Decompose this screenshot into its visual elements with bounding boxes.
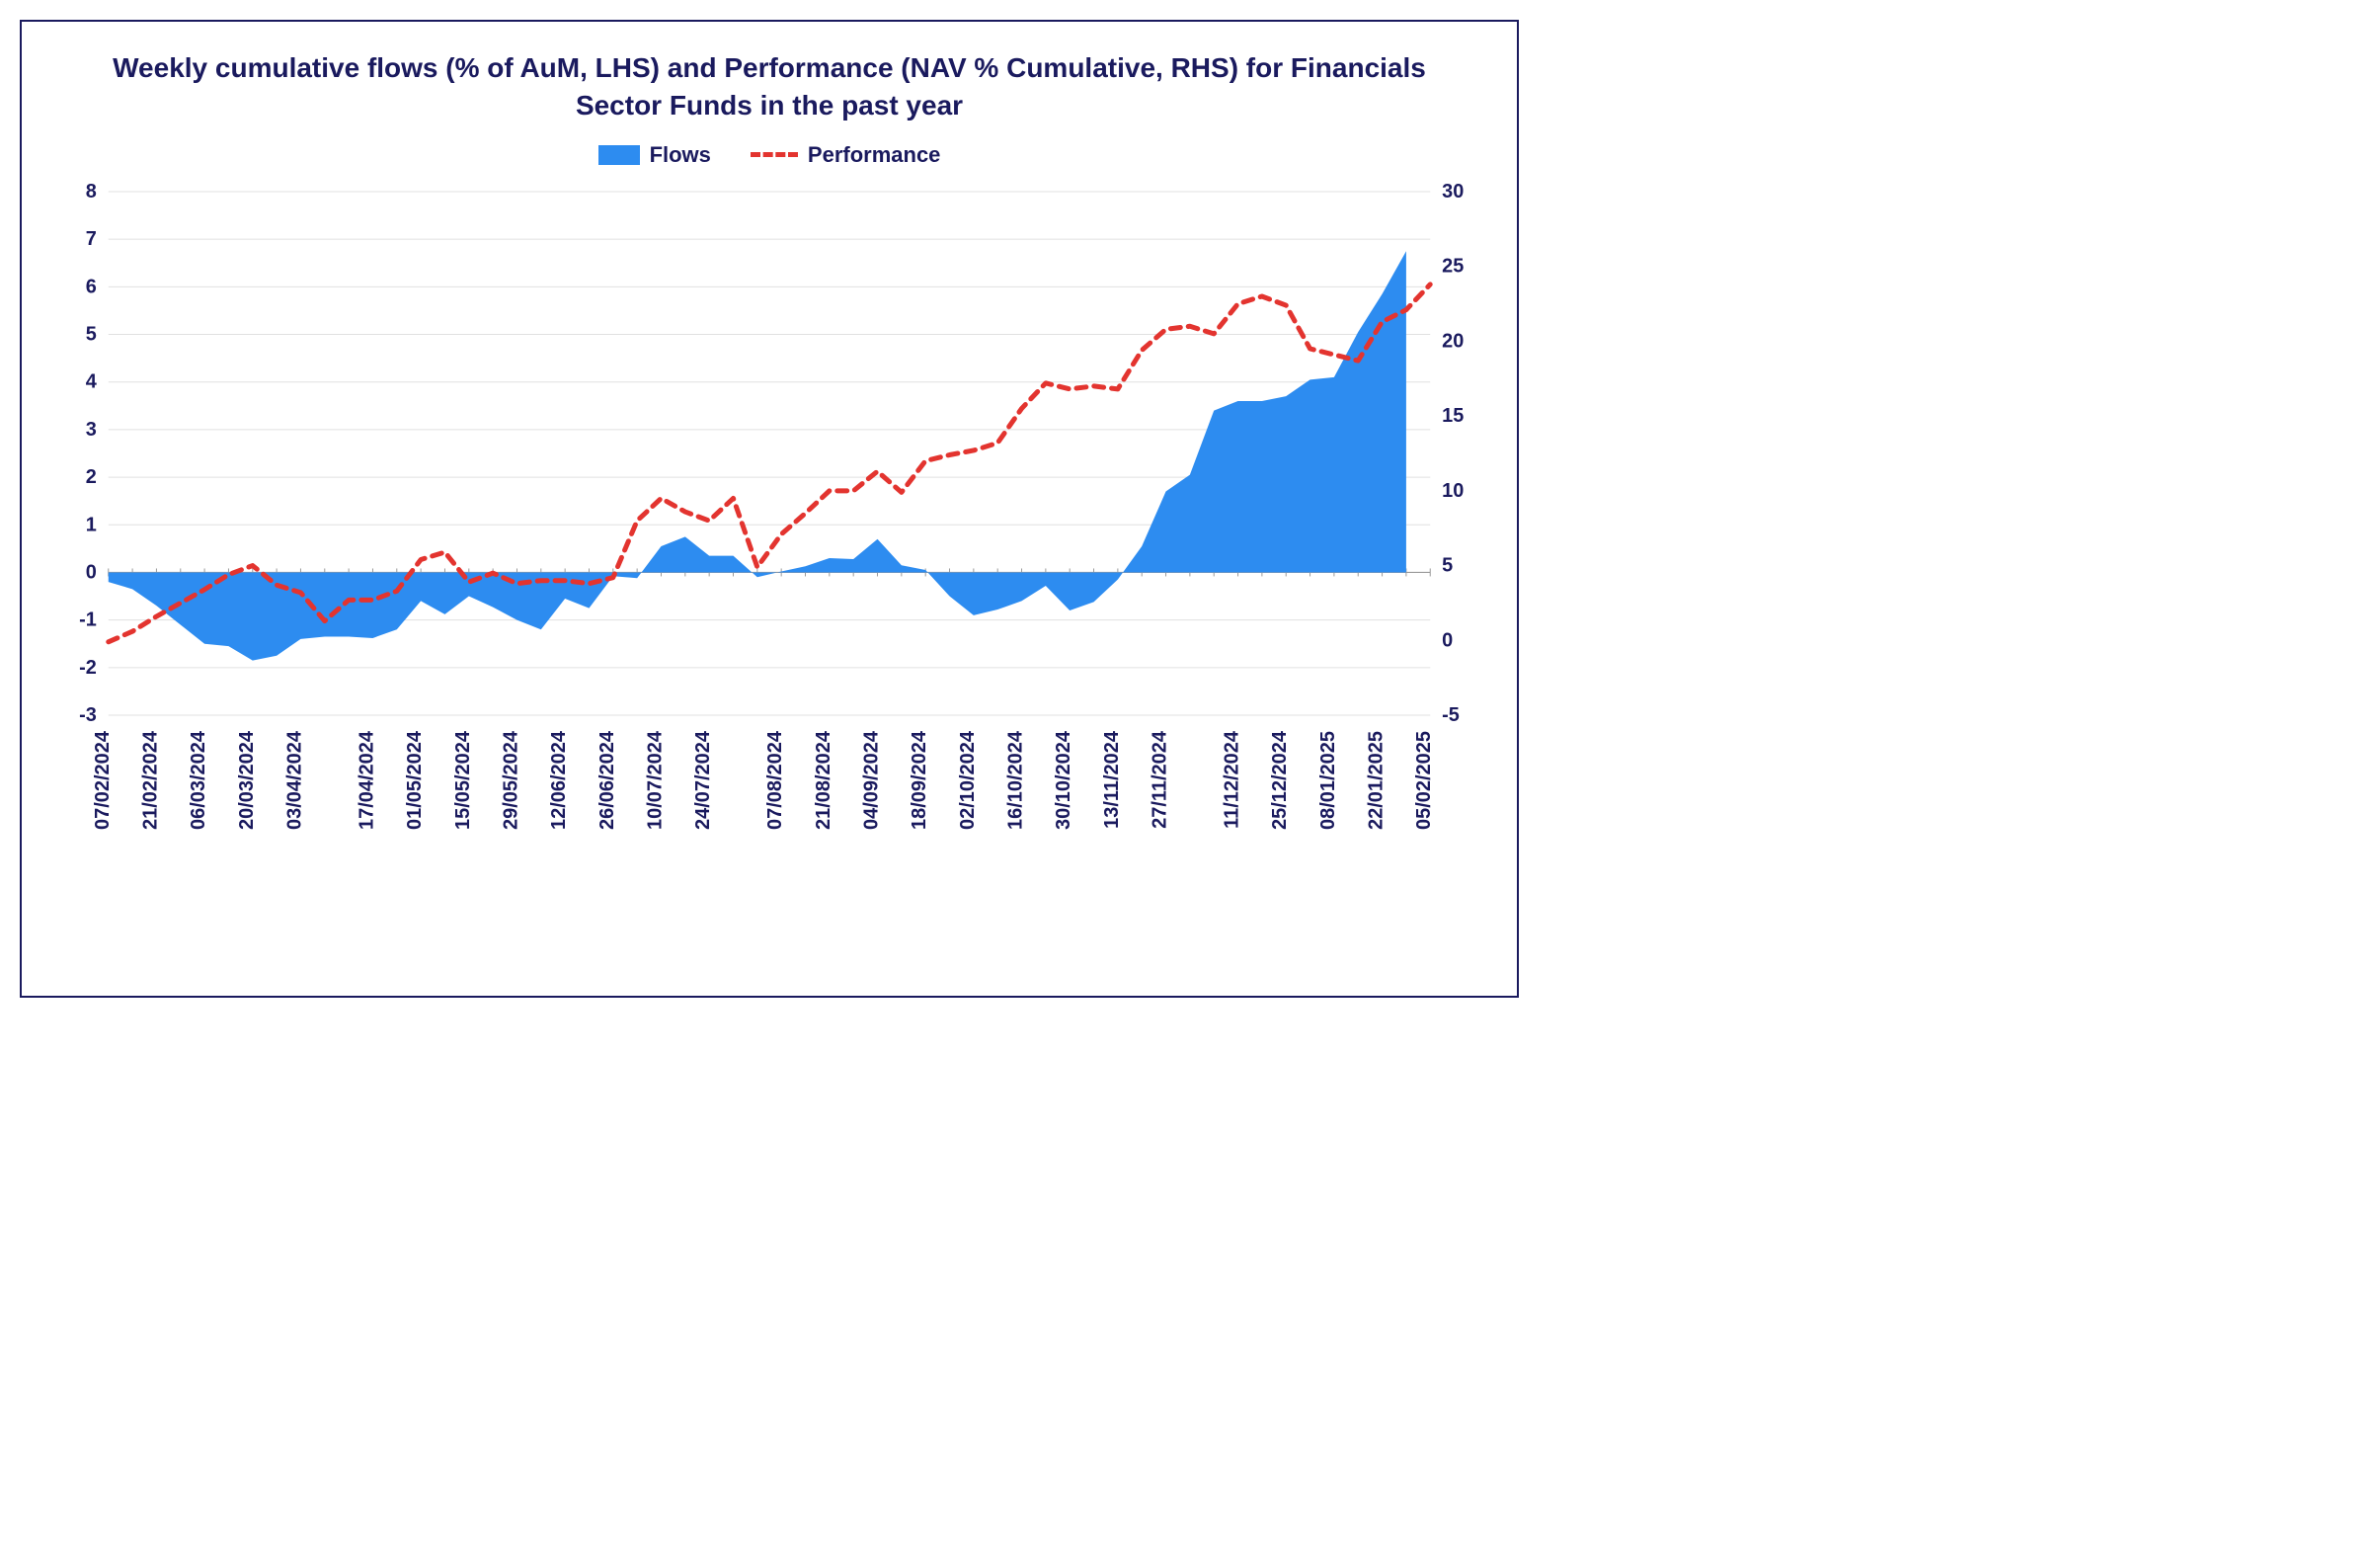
performance-dash-icon	[751, 152, 798, 157]
svg-text:24/07/2024: 24/07/2024	[692, 731, 714, 830]
svg-text:22/01/2025: 22/01/2025	[1366, 731, 1388, 830]
svg-text:25: 25	[1442, 255, 1464, 277]
svg-text:7: 7	[86, 228, 97, 250]
legend-item-flows: Flows	[598, 142, 711, 168]
legend-label: Performance	[808, 142, 941, 168]
svg-text:01/05/2024: 01/05/2024	[404, 731, 426, 830]
svg-text:-5: -5	[1442, 704, 1460, 726]
svg-text:04/09/2024: 04/09/2024	[861, 731, 883, 830]
svg-text:2: 2	[86, 466, 97, 488]
svg-text:30: 30	[1442, 182, 1464, 203]
svg-text:20/03/2024: 20/03/2024	[236, 731, 258, 830]
svg-text:10/07/2024: 10/07/2024	[645, 731, 667, 830]
svg-text:-1: -1	[79, 609, 97, 630]
legend-label: Flows	[650, 142, 711, 168]
chart-title: Weekly cumulative flows (% of AuM, LHS) …	[91, 49, 1448, 124]
svg-text:30/10/2024: 30/10/2024	[1053, 731, 1074, 830]
svg-text:26/06/2024: 26/06/2024	[596, 731, 618, 830]
svg-text:18/09/2024: 18/09/2024	[909, 731, 930, 830]
svg-text:15: 15	[1442, 405, 1464, 427]
svg-text:13/11/2024: 13/11/2024	[1101, 731, 1123, 829]
svg-text:06/03/2024: 06/03/2024	[188, 731, 209, 830]
legend-item-performance: Performance	[751, 142, 941, 168]
svg-text:-3: -3	[79, 704, 97, 726]
svg-text:0: 0	[86, 561, 97, 583]
svg-text:05/02/2025: 05/02/2025	[1413, 731, 1435, 830]
flows-swatch-icon	[598, 145, 640, 165]
svg-text:0: 0	[1442, 629, 1453, 651]
svg-text:17/04/2024: 17/04/2024	[356, 731, 377, 830]
svg-text:5: 5	[86, 323, 97, 345]
svg-text:6: 6	[86, 276, 97, 297]
svg-text:16/10/2024: 16/10/2024	[1005, 731, 1027, 830]
chart-svg: -3 -2 -1 0 1 2 3 4 5 6 7 8 -5 0 5 10 15 20 25 30 07/02/2024 2…	[51, 182, 1487, 893]
svg-text:15/05/2024: 15/05/2024	[452, 731, 474, 830]
svg-text:08/01/2025: 08/01/2025	[1317, 731, 1339, 830]
svg-text:20: 20	[1442, 330, 1464, 352]
svg-text:11/12/2024: 11/12/2024	[1222, 731, 1243, 829]
chart-container: Weekly cumulative flows (% of AuM, LHS) …	[20, 20, 1519, 998]
svg-text:07/08/2024: 07/08/2024	[764, 731, 786, 830]
svg-text:27/11/2024: 27/11/2024	[1150, 731, 1171, 829]
svg-text:8: 8	[86, 182, 97, 203]
legend: Flows Performance	[51, 142, 1487, 168]
svg-text:21/08/2024: 21/08/2024	[813, 731, 834, 830]
svg-text:25/12/2024: 25/12/2024	[1269, 731, 1291, 830]
svg-text:5: 5	[1442, 554, 1453, 576]
svg-text:02/10/2024: 02/10/2024	[957, 731, 979, 830]
svg-text:-2: -2	[79, 656, 97, 678]
svg-text:3: 3	[86, 418, 97, 440]
svg-text:03/04/2024: 03/04/2024	[283, 731, 305, 830]
svg-text:07/02/2024: 07/02/2024	[92, 731, 114, 830]
svg-text:4: 4	[86, 370, 97, 392]
svg-text:1: 1	[86, 514, 97, 535]
svg-text:10: 10	[1442, 479, 1464, 501]
svg-text:12/06/2024: 12/06/2024	[548, 731, 570, 830]
plot-area: -3 -2 -1 0 1 2 3 4 5 6 7 8 -5 0 5 10 15 20 25 30 07/02/2024 2…	[51, 182, 1487, 893]
svg-text:29/05/2024: 29/05/2024	[501, 731, 522, 830]
svg-text:21/02/2024: 21/02/2024	[139, 731, 161, 830]
